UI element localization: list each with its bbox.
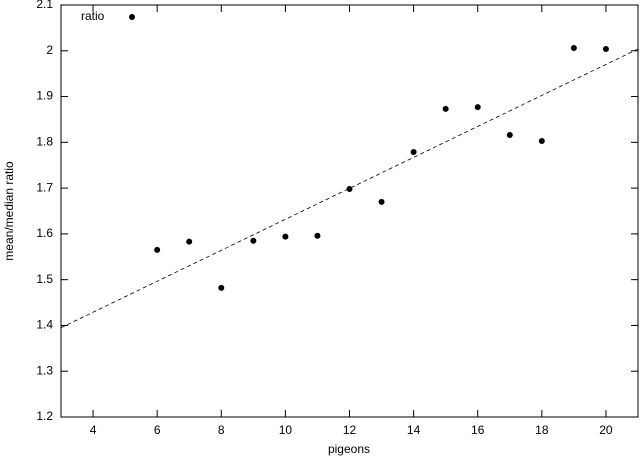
x-tick-label: 4	[90, 423, 97, 437]
x-tick-label: 10	[279, 423, 293, 437]
legend-marker	[129, 14, 135, 20]
y-tick-label: 2.1	[36, 0, 53, 11]
data-point	[538, 137, 545, 144]
y-tick-label: 1.8	[36, 135, 53, 149]
y-axis-label: mean/median ratio	[2, 161, 16, 261]
x-tick-label: 8	[218, 423, 225, 437]
x-tick-label: 6	[154, 423, 161, 437]
x-tick-label: 18	[535, 423, 549, 437]
y-tick-label: 1.4	[36, 318, 53, 332]
data-point	[346, 186, 353, 193]
data-point	[570, 45, 577, 52]
data-point	[442, 105, 449, 112]
y-tick-label: 2	[46, 43, 53, 57]
y-tick-label: 1.3	[36, 363, 53, 377]
x-axis-label: pigeons	[328, 442, 370, 456]
data-point	[314, 232, 321, 239]
data-point	[378, 198, 385, 205]
x-tick-label: 14	[407, 423, 421, 437]
data-point	[474, 104, 481, 111]
data-point	[218, 284, 225, 291]
x-tick-label: 16	[471, 423, 485, 437]
data-point	[250, 237, 257, 244]
data-point	[602, 45, 609, 52]
y-tick-label: 1.6	[36, 226, 53, 240]
plot-frame	[60, 4, 639, 418]
legend-label: ratio	[81, 9, 105, 23]
x-tick-label: 12	[343, 423, 357, 437]
data-point	[410, 148, 417, 155]
data-point	[282, 233, 289, 240]
x-tick-label: 20	[599, 423, 613, 437]
y-tick-label: 1.9	[36, 89, 53, 103]
data-point	[506, 132, 513, 139]
data-point	[186, 238, 193, 245]
y-tick-label: 1.2	[36, 409, 53, 423]
fit-line	[60, 48, 639, 329]
y-tick-label: 1.5	[36, 272, 53, 286]
y-tick-label: 1.7	[36, 180, 53, 194]
data-point	[154, 246, 161, 253]
